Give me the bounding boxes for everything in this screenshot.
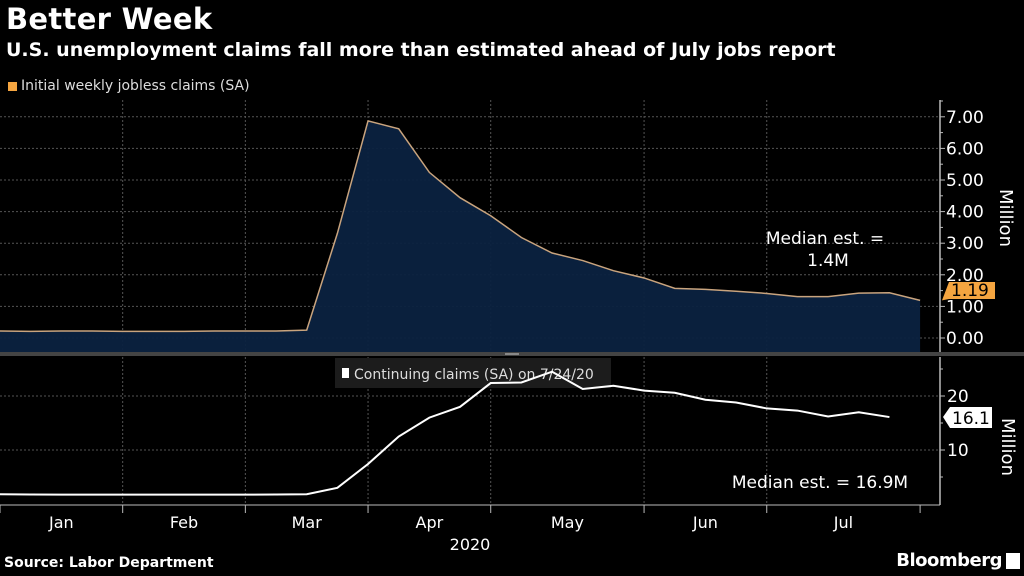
top-y-tick-label: 6.00	[946, 139, 984, 159]
x-tick-label-mar: Mar	[292, 513, 323, 532]
initial-last-value-label: 1.19	[951, 281, 989, 301]
initial-median-annotation: Median est. =	[766, 229, 884, 249]
legend-initial-claims: Initial weekly jobless claims (SA)	[8, 78, 250, 94]
initial-claims-line	[0, 119, 921, 333]
source-note: Source: Labor Department	[4, 555, 214, 571]
x-tick-label-jun: Jun	[692, 513, 718, 532]
initial-claims-area	[0, 120, 921, 353]
x-axis-year-label: 2020	[450, 535, 491, 554]
legend-label-initial: Initial weekly jobless claims (SA)	[21, 78, 250, 94]
top-y-tick-label: 1.00	[946, 297, 984, 317]
top-y-tick-label: 7.00	[946, 108, 984, 128]
chart-subtitle: U.S. unemployment claims fall more than …	[6, 39, 836, 61]
chart-title: Better Week	[6, 2, 213, 36]
continuing-last-value-label: 16.1	[952, 409, 990, 429]
top-y-tick-label: 2.00	[946, 266, 984, 286]
x-tick-label-jan: Jan	[48, 513, 74, 532]
x-tick-label-feb: Feb	[170, 513, 198, 532]
continuing-claims-line	[0, 370, 890, 496]
top-y-tick-label: 4.00	[946, 203, 984, 223]
top-y-axis-title: Million	[995, 189, 1016, 247]
legend-swatch-initial	[8, 81, 17, 91]
bottom-y-tick-label: 10	[947, 441, 969, 461]
x-tick-label-apr: Apr	[416, 513, 444, 532]
initial-median-annotation-value: 1.4M	[807, 251, 849, 271]
top-y-tick-label: 5.00	[946, 171, 984, 191]
x-tick-label-jul: Jul	[833, 513, 853, 532]
top-y-tick-label: 3.00	[946, 234, 984, 254]
legend-swatch-continuing	[342, 368, 349, 378]
bottom-y-axis-title: Million	[997, 418, 1018, 476]
x-tick-label-may: May	[551, 513, 584, 532]
continuing-last-value-badge	[943, 407, 992, 429]
top-y-tick-label: 0.00	[946, 329, 984, 349]
bottom-y-tick-label: 20	[947, 387, 969, 407]
continuing-median-annotation: Median est. = 16.9M	[732, 473, 908, 493]
initial-last-value-badge	[942, 282, 995, 301]
divider-drag-handle[interactable]	[505, 353, 519, 355]
continuing-legend-box	[335, 358, 611, 388]
bloomberg-logo: Bloomberg	[896, 550, 1002, 571]
bloomberg-icon	[1006, 553, 1020, 569]
